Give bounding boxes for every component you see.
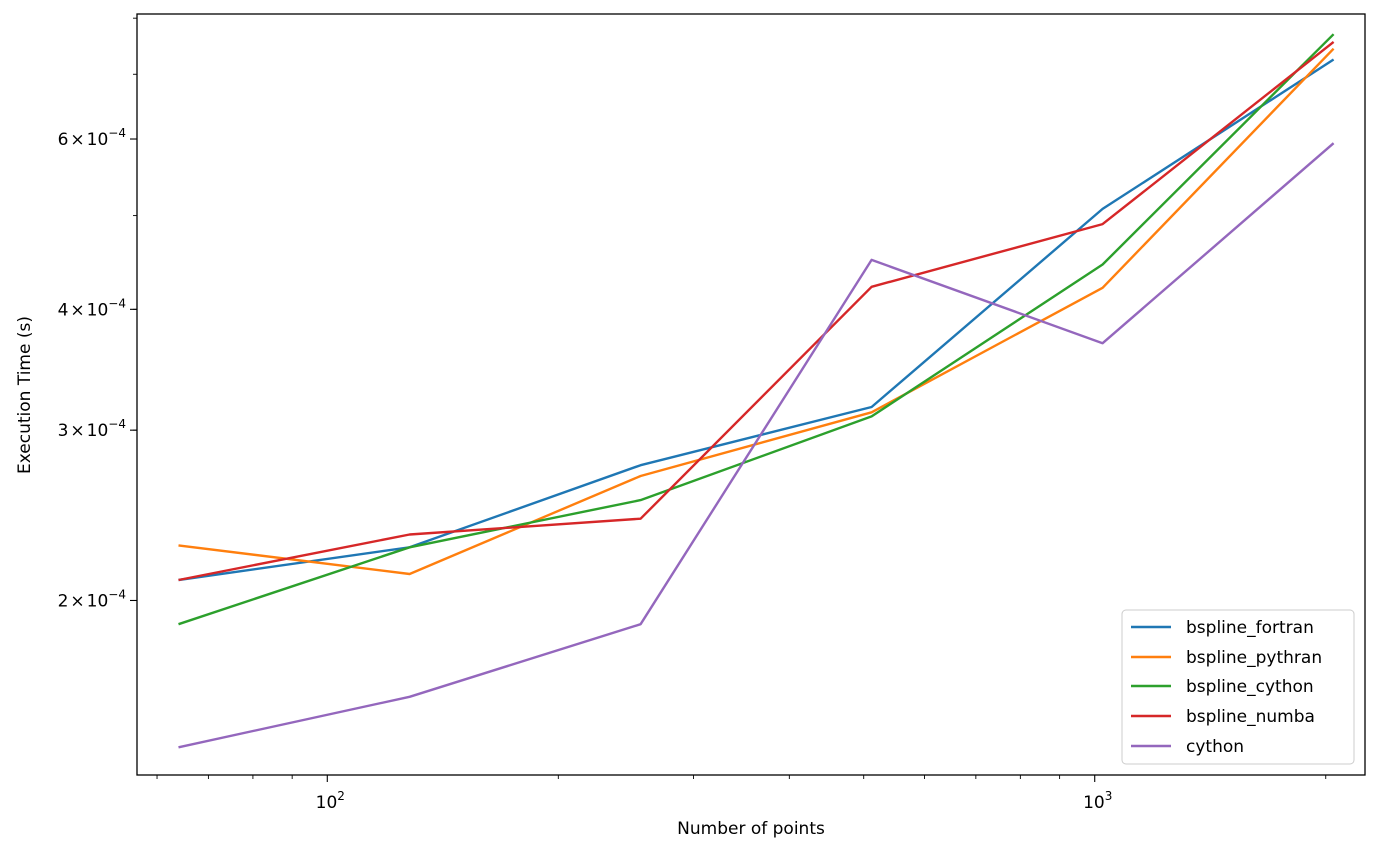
y-tick-base: 10 [87, 421, 109, 441]
y-tick-base: 10 [87, 130, 109, 150]
y-tick-exponent: −4 [108, 126, 126, 140]
x-axis-title: Number of points [677, 819, 825, 839]
x-tick-base: 10 [316, 793, 338, 813]
series-line-bspline-cython [178, 33, 1335, 626]
y-tick-label: 3 × 10−4 [58, 417, 126, 441]
y-tick-exponent: −4 [108, 296, 126, 310]
y-tick-mantissa: 2 [58, 591, 69, 611]
legend-box [1121, 609, 1355, 765]
y-tick-times: × [70, 130, 84, 150]
y-tick-mantissa: 4 [58, 300, 69, 320]
x-axis: 102 103 Number of points [316, 775, 1112, 839]
y-tick-exponent: −4 [108, 417, 126, 431]
y-tick-label: 6 × 10−4 [58, 126, 126, 150]
y-tick-mantissa: 3 [58, 421, 69, 441]
x-tick-exponent: 2 [337, 789, 345, 803]
y-tick-times: × [70, 421, 84, 441]
y-tick-label: 2 × 10−4 [58, 587, 126, 611]
series-line-bspline-numba [178, 40, 1335, 582]
plot-frame [136, 13, 1366, 776]
x-tick-base: 10 [1083, 793, 1105, 813]
x-tick-label: 103 [1083, 789, 1112, 813]
y-tick-base: 10 [87, 591, 109, 611]
series-lines [178, 33, 1335, 749]
series-line-bspline-fortran [178, 58, 1335, 582]
legend-label-bspline-cython: bspline_cython [1186, 677, 1314, 697]
legend: bspline_fortran bspline_pythran bspline_… [1121, 609, 1355, 765]
y-tick-times: × [70, 591, 84, 611]
y-tick-mantissa: 6 [58, 130, 69, 150]
y-axis-title: Execution Time (s) [15, 316, 35, 474]
y-axis: 2 × 10−4 3 × 10−4 4 × 10−4 6 × 10−4 Execution Ti… [15, 126, 137, 611]
x-tick-label: 102 [316, 789, 345, 813]
series-line-cython [178, 142, 1335, 749]
legend-label-bspline-pythran: bspline_pythran [1186, 648, 1322, 668]
y-tick-times: × [70, 300, 84, 320]
y-tick-label: 4 × 10−4 [58, 296, 126, 320]
legend-label-bspline-fortran: bspline_fortran [1186, 618, 1314, 638]
y-tick-exponent: −4 [108, 587, 126, 601]
legend-label-cython: cython [1186, 737, 1244, 757]
x-tick-exponent: 3 [1105, 789, 1113, 803]
y-tick-base: 10 [87, 300, 109, 320]
x-axis-minor-ticks [156, 775, 1327, 779]
legend-label-bspline-numba: bspline_numba [1186, 707, 1315, 727]
